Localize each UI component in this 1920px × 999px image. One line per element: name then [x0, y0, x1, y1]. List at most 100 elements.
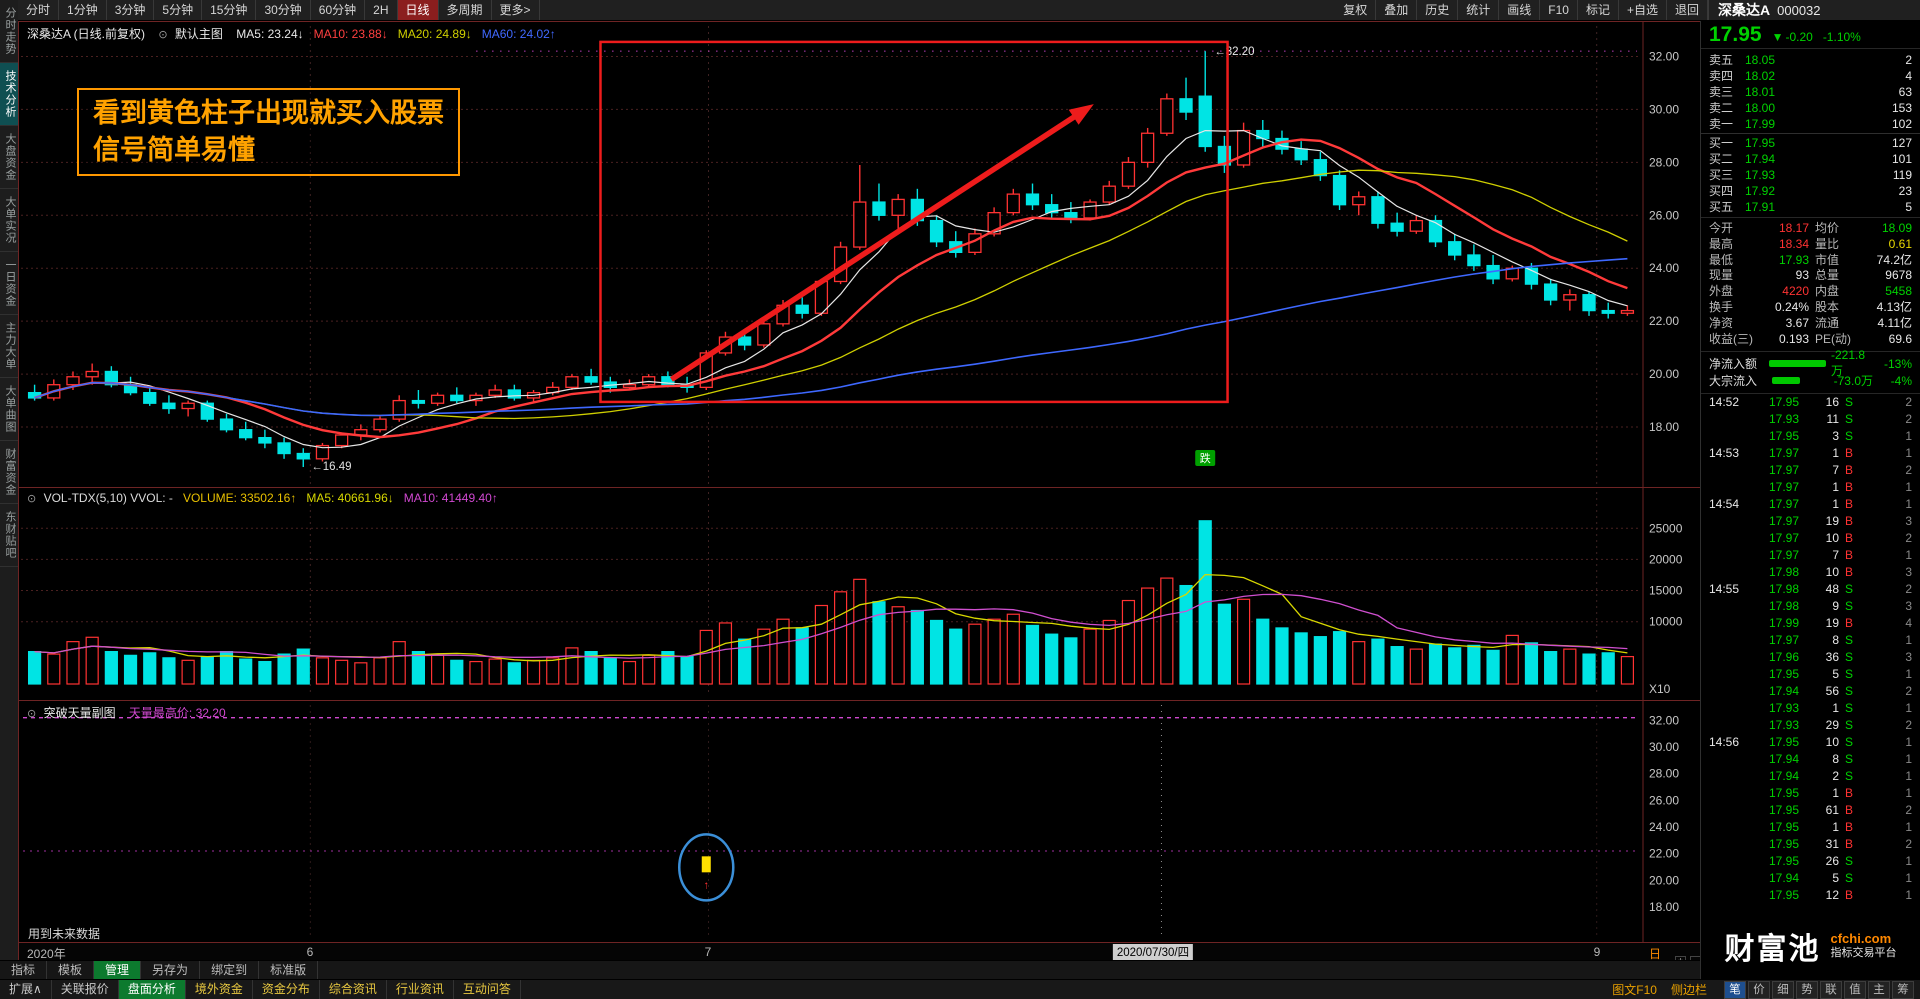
period-tab[interactable]: 多周期 [439, 0, 492, 20]
stat-label: 总量 [1815, 268, 1840, 283]
tick-volume: 8 [1832, 752, 1839, 766]
yellow-signal-bar [701, 856, 711, 873]
volume-tick-label: 15000 [1649, 584, 1683, 598]
indicator-tab[interactable]: 管理 [94, 961, 142, 979]
bottom-bar-item[interactable]: 关联报价 [52, 980, 119, 999]
sidebar-tab[interactable]: 财富资金 [0, 441, 18, 504]
stat-label: 市值 [1815, 252, 1840, 267]
tick-row: 17.98 10 B 3 [1701, 564, 1920, 581]
tick-time [1709, 632, 1751, 649]
tick-time [1709, 462, 1751, 479]
period-tab[interactable]: 15分钟 [202, 0, 257, 20]
main-pane [21, 26, 1641, 484]
sidebar-tab[interactable]: 分时走势 [0, 0, 18, 63]
bottom-bar-note[interactable]: 图文F10 [1612, 983, 1657, 997]
stat-value: 18.09 [1881, 221, 1912, 235]
toolbar-button[interactable]: 标记 [1578, 0, 1619, 20]
book-volume: 5 [1905, 200, 1912, 214]
book-label: 买二 [1709, 152, 1734, 166]
sidebar-tab[interactable]: 东财贴吧 [0, 504, 18, 567]
tick-price: 17.95 [1768, 786, 1799, 800]
toolbar-button[interactable]: 复权 [1335, 0, 1377, 20]
book-price: 18.02 [1745, 69, 1776, 83]
selected-date-label: 2020/07/30/四 [1112, 944, 1194, 960]
period-tab[interactable]: 5分钟 [154, 0, 203, 20]
toolbar-tools: 复权 叠加 历史 统计 画线 F10 标记 +自选 退回 [1335, 0, 1708, 20]
tick-count: 2 [1905, 582, 1912, 596]
toolbar-button[interactable]: +自选 [1619, 0, 1667, 20]
signal-indicator-chart[interactable]: ↑ 32.00 30.00 28.00 26.00 24.00 22.00 20.00 18.0… [19, 701, 1701, 943]
tick-time [1709, 751, 1751, 768]
sub-tick-label: 18.00 [1649, 900, 1679, 914]
indicator-tab[interactable]: 另存为 [141, 961, 201, 979]
indicator-tab[interactable]: 绑定到 [200, 961, 260, 979]
bid-row[interactable]: 买二 17.94 101 [1701, 151, 1920, 167]
sidebar-tab[interactable]: 大盘资金 [0, 126, 18, 189]
panel-tab[interactable]: 筹 [1892, 980, 1914, 999]
panel-tab[interactable]: 价 [1748, 980, 1770, 999]
tick-count: 1 [1905, 701, 1912, 715]
period-tab[interactable]: 更多> [492, 0, 540, 20]
tick-count: 1 [1905, 446, 1912, 460]
bid-row[interactable]: 买三 17.93 119 [1701, 167, 1920, 183]
bottom-bar-item[interactable]: 资金分布 [253, 980, 320, 999]
panel-tab[interactable]: 主 [1868, 980, 1890, 999]
tick-volume: 19 [1825, 616, 1839, 630]
tick-price: 17.95 [1768, 854, 1799, 868]
period-tab[interactable]: 3分钟 [107, 0, 155, 20]
bottom-bar-item[interactable]: 行业资讯 [387, 980, 454, 999]
tick-count: 3 [1905, 650, 1912, 664]
sidebar-tab[interactable]: 大单曲图 [0, 378, 18, 441]
volume-chart[interactable]: 25000 20000 15000 10000 X10 [19, 488, 1701, 701]
bottom-bar-note[interactable]: 侧边栏 [1670, 983, 1707, 997]
sidebar-tab[interactable]: 大单实况 [0, 189, 18, 252]
main-price-chart[interactable]: ←16.49 ←32.20 跌 32.00 30.00 28.00 26.00 24.00 22… [19, 22, 1701, 488]
indicator-tab[interactable]: 模板 [47, 961, 95, 979]
stat-label: 今开 [1709, 221, 1734, 235]
panel-tab[interactable]: 值 [1844, 980, 1866, 999]
sidebar-tab[interactable]: 技术分析 [0, 63, 18, 126]
toolbar-button[interactable]: 画线 [1499, 0, 1541, 20]
bottom-bar-item[interactable]: 互动问答 [454, 980, 521, 999]
bid-row[interactable]: 买五 17.91 5 [1701, 199, 1920, 215]
bottom-bar-item[interactable]: 境外资金 [186, 980, 253, 999]
tick-count: 2 [1905, 803, 1912, 817]
stat-row: 最低 17.93 市值 74.2亿 [1701, 253, 1920, 269]
panel-tab[interactable]: 细 [1772, 980, 1794, 999]
tick-list[interactable]: 14:52 17.95 16 S 2 17.93 11 S 2 17.95 3 S 1 14:53 17.9… [1701, 393, 1920, 905]
ask-row[interactable]: 卖二 18.00 153 [1701, 100, 1920, 116]
period-tab[interactable]: 60分钟 [311, 0, 366, 20]
bid-row[interactable]: 买四 17.92 23 [1701, 183, 1920, 199]
toolbar-button[interactable]: 历史 [1417, 0, 1459, 20]
ask-row[interactable]: 卖五 18.05 2 [1701, 52, 1920, 68]
period-tab[interactable]: 2H [365, 0, 398, 20]
sidebar-tab[interactable]: 主力大单 [0, 315, 18, 378]
toolbar-button[interactable]: 统计 [1458, 0, 1500, 20]
tick-time [1709, 836, 1751, 853]
panel-tab[interactable]: 笔 [1724, 980, 1746, 999]
period-tab[interactable]: 1分钟 [59, 0, 107, 20]
toolbar-button[interactable]: F10 [1540, 0, 1578, 20]
bid-row[interactable]: 买一 17.95 127 [1701, 135, 1920, 151]
panel-tab[interactable]: 势 [1796, 980, 1818, 999]
bottom-bar-item[interactable]: 综合资讯 [320, 980, 387, 999]
tick-time [1709, 547, 1751, 564]
indicator-tab[interactable]: 标准版 [259, 961, 319, 979]
ask-row[interactable]: 卖三 18.01 63 [1701, 84, 1920, 100]
indicator-tab[interactable]: 指标 [0, 961, 48, 979]
toolbar-button[interactable]: 退回 [1667, 0, 1708, 20]
period-tab[interactable]: 日线 [397, 0, 439, 20]
ask-row[interactable]: 卖一 17.99 102 [1701, 116, 1920, 132]
stat-label: 股本 [1815, 299, 1840, 314]
period-tab[interactable]: 分时 [18, 0, 60, 20]
bottom-bar-item[interactable]: 盘面分析 [118, 980, 186, 999]
bottom-bar-item[interactable]: 扩展∧ [0, 980, 52, 999]
tick-count: 3 [1905, 565, 1912, 579]
panel-tab[interactable]: 联 [1820, 980, 1842, 999]
period-tab[interactable]: 30分钟 [256, 0, 311, 20]
toolbar-button[interactable]: 叠加 [1376, 0, 1418, 20]
tick-direction-flag: S [1844, 718, 1853, 732]
ask-row[interactable]: 卖四 18.02 4 [1701, 68, 1920, 84]
sidebar-tab[interactable]: 一日资金 [0, 252, 18, 315]
book-volume: 119 [1892, 168, 1912, 182]
